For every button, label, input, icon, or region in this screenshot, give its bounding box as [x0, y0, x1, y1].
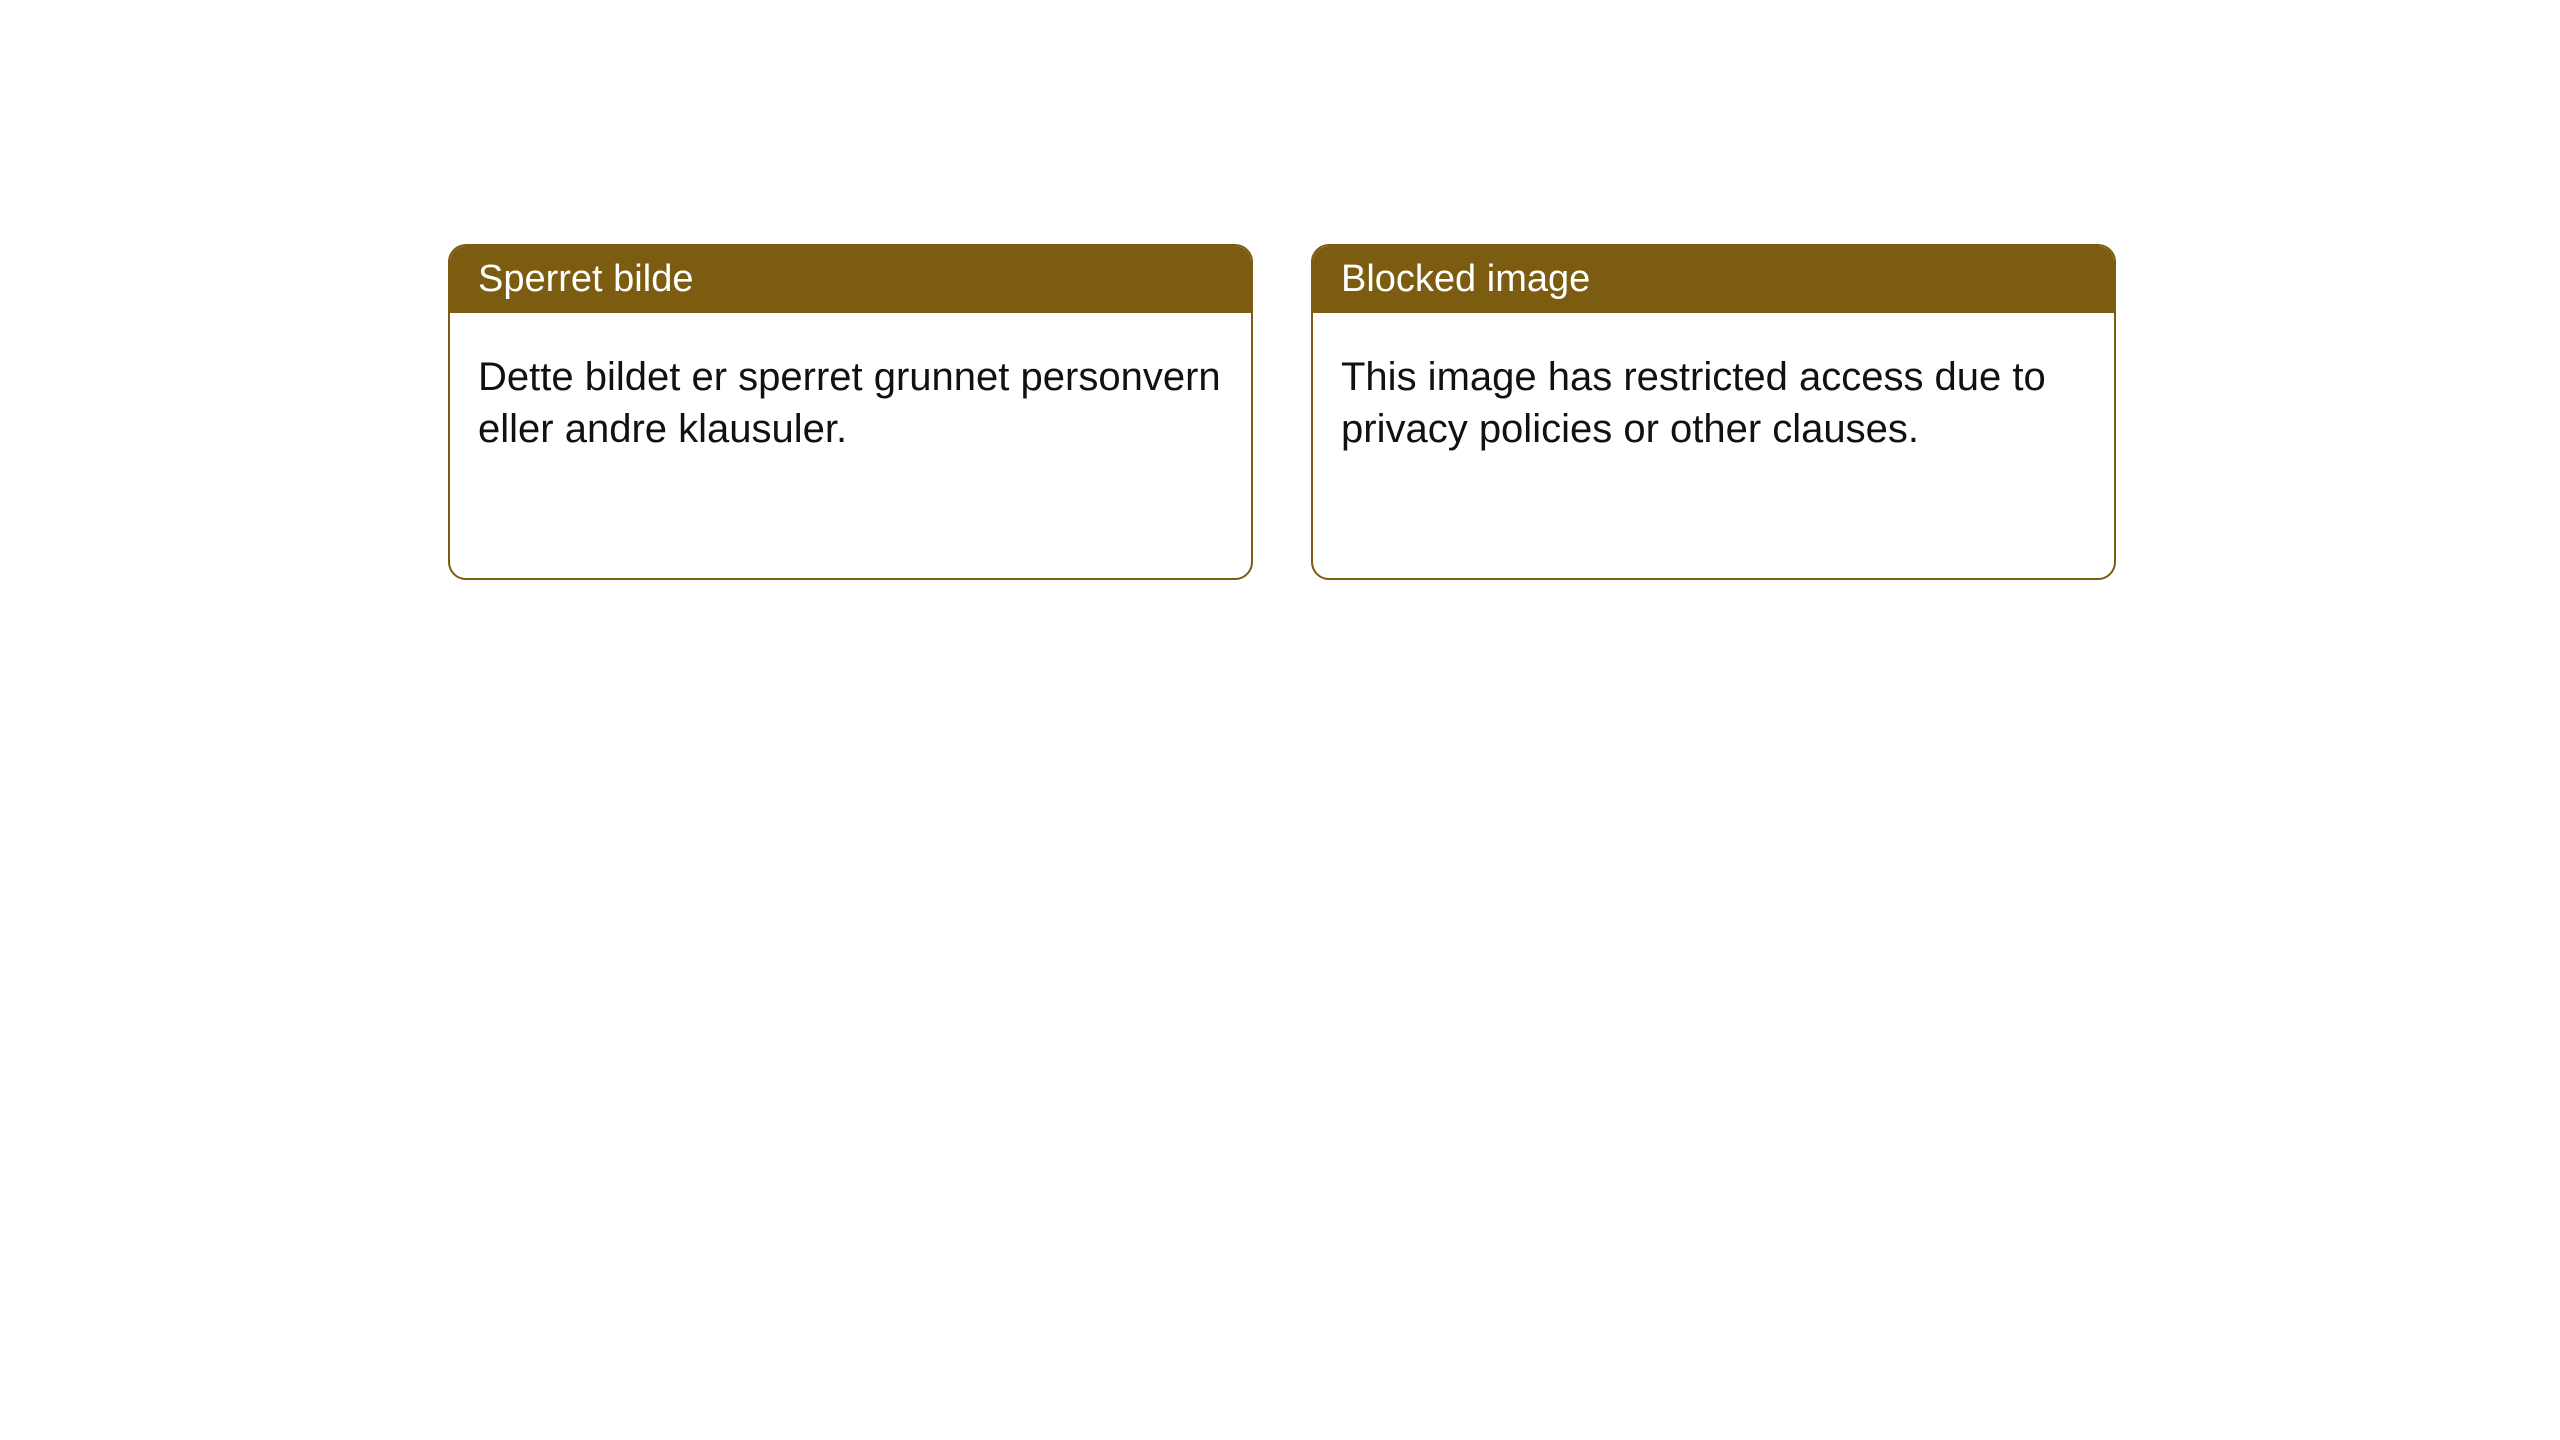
notice-title: Blocked image	[1341, 258, 1590, 300]
notice-card-english: Blocked image This image has restricted …	[1311, 244, 2116, 580]
notice-title: Sperret bilde	[478, 258, 693, 300]
notice-body-text: Dette bildet er sperret grunnet personve…	[478, 355, 1221, 451]
notice-card-header: Sperret bilde	[450, 246, 1251, 313]
notice-card-body: This image has restricted access due to …	[1313, 313, 2114, 493]
notice-container: Sperret bilde Dette bildet er sperret gr…	[0, 0, 2560, 580]
notice-card-header: Blocked image	[1313, 246, 2114, 313]
notice-card-body: Dette bildet er sperret grunnet personve…	[450, 313, 1251, 493]
notice-card-norwegian: Sperret bilde Dette bildet er sperret gr…	[448, 244, 1253, 580]
notice-body-text: This image has restricted access due to …	[1341, 355, 2046, 451]
